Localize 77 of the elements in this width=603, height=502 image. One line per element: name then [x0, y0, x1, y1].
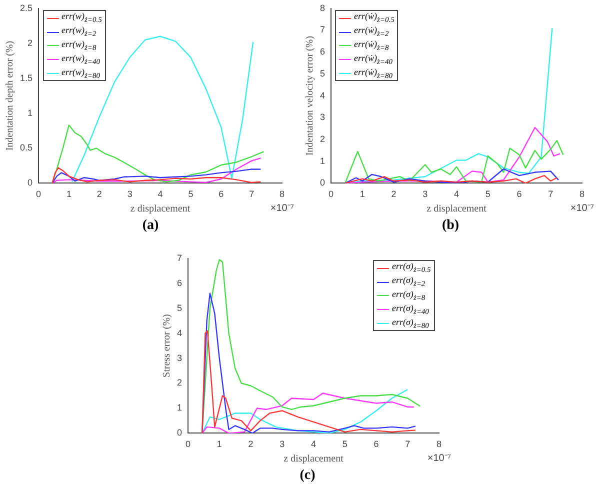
y-tick-label: 6 [176, 278, 182, 288]
y-axis-title: Indentation velocity error (%) [304, 36, 316, 156]
x-tick-label: 3 [280, 439, 285, 450]
x-tick-label: 7 [249, 189, 254, 200]
y-tick-label: 2 [176, 378, 182, 388]
x-axis-title: z displacement [130, 204, 190, 215]
x-tick-label: 2 [96, 189, 102, 200]
x-tick-label: 4 [158, 189, 163, 200]
x-tick-label: 8 [279, 189, 285, 200]
x-tick-label: 7 [548, 189, 554, 200]
x-tick-label: 5 [188, 189, 194, 200]
legend-label: err(ẇ)$_{ż=0.5}$ [354, 11, 394, 26]
text: (a) [141, 218, 160, 234]
y-tick-label: 6 [320, 46, 326, 57]
legend-label: err(σ)$_{ż=80}$ [392, 316, 429, 330]
y-tick-label: 1 [27, 108, 33, 118]
legend-label: err(ẇ)$_{ż=40}$ [354, 52, 392, 67]
y-tick-label: 0.5 [20, 142, 33, 153]
legend-label: err(ẇ)$_{ż=80}$ [354, 66, 392, 80]
y-tick-label: 4 [320, 90, 326, 100]
y-tick-label: 3 [320, 112, 326, 122]
y-tick-label: 5 [176, 302, 182, 313]
legend-label: err(w)$_{ż=0.5}$ [62, 11, 102, 26]
x-tick-label: 2 [391, 189, 396, 200]
y-tick-label: 0 [320, 178, 326, 188]
x-tick-label: 4 [310, 439, 316, 450]
legend-label: err(w)$_{ż=80}$ [62, 66, 100, 80]
y-tick-label: 4 [176, 328, 182, 338]
legend-label: err(σ)$_{ż=40}$ [392, 302, 429, 317]
y-tick-label: 2 [27, 38, 33, 48]
x-tick-label: 1 [66, 189, 72, 200]
x-tick-label: 3 [127, 189, 132, 200]
x-tick-label: 3 [422, 189, 428, 200]
x-tick-label: 8 [579, 189, 585, 200]
x-tick-label: 1 [360, 189, 365, 200]
legend-label: err(σ)$_{ż=8}$ [392, 288, 426, 303]
y-tick-label: 3 [176, 352, 182, 363]
x-tick-label: 5 [485, 189, 490, 200]
text: ×10⁻⁷ [427, 452, 452, 464]
y-axis-title: Stress error (%) [162, 314, 173, 378]
y-tick-label: 7 [320, 24, 326, 35]
x-tick-label: 6 [516, 189, 522, 200]
y-tick-label: 2.5 [20, 2, 33, 13]
legend-label: err(σ)$_{ż=0.5}$ [392, 261, 431, 276]
x-tick-label: 7 [405, 439, 410, 450]
text: (c) [298, 468, 316, 484]
x-tick-label: 6 [374, 439, 379, 450]
y-tick-label: 2 [320, 134, 326, 144]
y-tick-label: 1 [320, 156, 326, 166]
x-tick-label: 1 [216, 439, 222, 450]
y-tick-label: 0 [176, 428, 182, 438]
legend-label: err(w)$_{ż=8}$ [62, 38, 96, 53]
x-tick-label: 5 [342, 439, 348, 450]
legend-label: err(w)$_{ż=40}$ [62, 52, 100, 67]
x-axis-title: z displacement [426, 204, 487, 215]
y-tick-label: 1 [176, 402, 182, 413]
x-axis-title: z displacement [284, 454, 344, 465]
x-tick-label: 0 [36, 189, 42, 200]
x-tick-label: 0 [328, 189, 334, 200]
text: (b) [440, 218, 460, 234]
legend-label: err(σ)$_{ż=2}$ [392, 275, 426, 289]
x-tick-label: 6 [218, 189, 224, 200]
x-tick-label: 0 [186, 439, 191, 450]
y-tick-label: 0 [27, 178, 33, 188]
legend-label: err(ẇ)$_{ż=8}$ [354, 38, 389, 53]
x-tick-label: 2 [248, 439, 254, 450]
y-tick-label: 1.5 [20, 72, 33, 83]
legend-label: err(ẇ)$_{ż=2}$ [354, 25, 389, 39]
x-tick-label: 8 [436, 439, 442, 450]
text: ×10⁻⁷ [270, 202, 294, 214]
y-tick-label: 7 [176, 252, 182, 263]
text: ×10⁻⁷ [570, 202, 594, 214]
legend-label: err(w)$_{ż=2}$ [62, 25, 96, 39]
y-tick-label: 5 [320, 68, 326, 78]
y-axis-title: Indentation depth error (%) [4, 40, 16, 151]
x-tick-label: 4 [454, 189, 460, 200]
y-tick-label: 8 [320, 2, 326, 13]
